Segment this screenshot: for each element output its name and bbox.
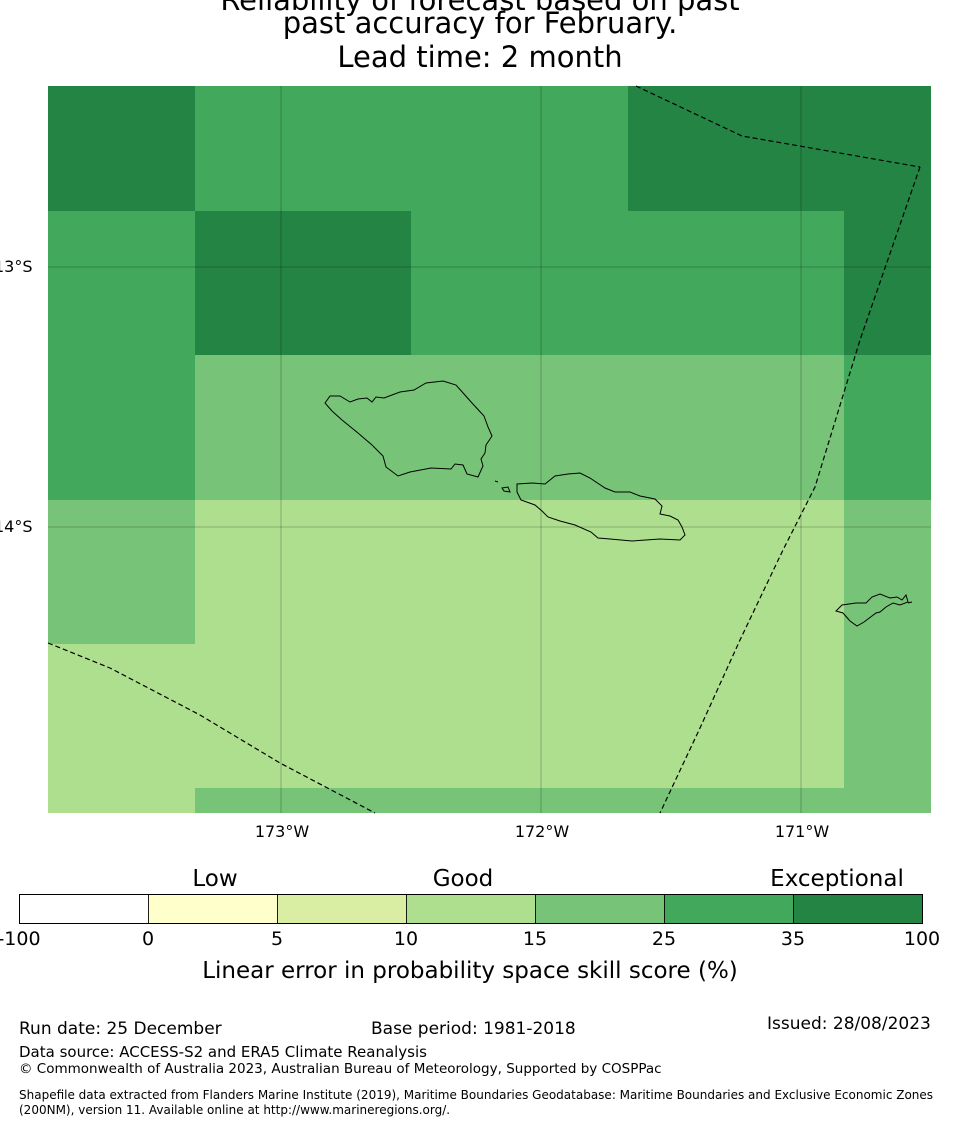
title-line-2: past accuracy for February. [282,6,678,40]
grid-cell [628,500,844,644]
colorbar-outline [19,894,923,924]
legend-category-exceptional: Exceptional [770,866,904,892]
eez-boundaries [47,85,921,814]
graticule [48,86,931,813]
colorbar-tick: 15 [522,928,548,950]
islet-aunuu [907,601,913,604]
grid-cell [48,211,195,355]
colorbar-segment [664,894,794,924]
lon-label-171w: 171°W [774,822,830,841]
grid-cell [48,86,195,211]
lat-label-14s: 14°S [0,517,33,536]
grid-cell [628,86,931,211]
colorbar [19,894,923,924]
legend-category-low: Low [192,866,238,892]
grid-cell [195,355,844,500]
grid-cell [195,500,628,644]
island-savaii [324,380,493,478]
shapefile-credit-line-1: Shapefile data extracted from Flanders M… [19,1088,934,1102]
grid-cell [48,500,195,644]
colorbar-segment [406,894,536,924]
grid-cell [411,211,844,355]
grid-cell [844,500,931,644]
grid-cell [844,644,931,788]
grid-cell [844,211,931,355]
lon-label-172w: 172°W [514,822,570,841]
title-line-1: Reliability of forecast based on past [220,0,740,17]
island-upolu [516,472,686,542]
colorbar-segment [277,894,407,924]
data-source: Data source: ACCESS-S2 and ERA5 Climate … [19,1043,427,1061]
copyright: © Commonwealth of Australia 2023, Austra… [19,1061,662,1077]
colorbar-tick: 35 [780,928,806,950]
colorbar-axis-label: Linear error in probability space skill … [202,958,738,984]
islet-apolima [501,486,511,493]
colorbar-tick: 10 [393,928,419,950]
grid-cell [195,788,931,813]
legend-category-good: Good [432,866,494,892]
grid-cell [411,644,844,788]
grid-cell [195,211,411,355]
grid-cell [48,355,195,500]
colorbar-segment [793,894,923,924]
shapefile-credit-line-2: (200NM), version 11. Available online at… [19,1103,451,1117]
colorbar-segment [535,894,665,924]
eez-line-east [659,166,921,814]
islet-manono [494,480,499,483]
title-line-3: Lead time: 2 month [337,40,623,74]
colorbar-tick: 25 [651,928,677,950]
islands [324,380,913,627]
colorbar-tick: 0 [141,928,155,950]
colorbar-segment [148,894,278,924]
grid-cell [844,355,931,500]
eez-line-southwest [47,642,376,814]
colorbar-tick: -100 [0,928,41,950]
grid-cell [195,86,628,211]
grid-cell [48,788,195,813]
colorbar-tick: 100 [903,928,941,950]
base-period: Base period: 1981-2018 [371,1019,576,1039]
colorbar-tick: 5 [270,928,284,950]
run-date: Run date: 25 December [19,1019,222,1039]
island-tutuila [835,593,909,627]
lat-label-13s: 13°S [0,257,33,276]
issued-date: Issued: 28/08/2023 [767,1014,931,1034]
lon-label-173w: 173°W [254,822,310,841]
skill-grid [48,86,931,813]
colorbar-segment [19,894,149,924]
